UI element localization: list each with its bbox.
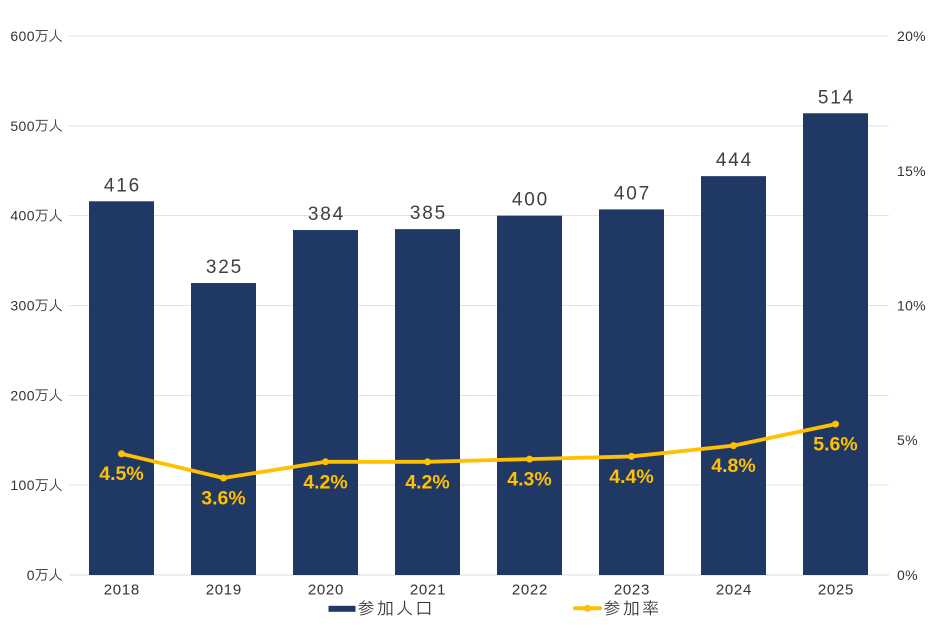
svg-text:4.5%: 4.5% xyxy=(99,463,143,485)
svg-text:600: 600 xyxy=(10,28,35,44)
svg-text:20%: 20% xyxy=(897,28,926,44)
svg-text:400: 400 xyxy=(512,190,549,211)
svg-text:4.2%: 4.2% xyxy=(405,471,449,493)
svg-text:200: 200 xyxy=(10,387,35,403)
svg-text:4.2%: 4.2% xyxy=(303,471,347,493)
svg-text:3.6%: 3.6% xyxy=(201,488,245,510)
svg-text:500: 500 xyxy=(10,118,35,134)
svg-text:2024: 2024 xyxy=(716,582,752,599)
svg-text:325: 325 xyxy=(206,257,243,278)
svg-text:2019: 2019 xyxy=(206,582,242,599)
svg-text:416: 416 xyxy=(104,175,141,196)
svg-text:4.3%: 4.3% xyxy=(507,469,551,491)
svg-text:407: 407 xyxy=(614,183,651,204)
svg-text:2025: 2025 xyxy=(818,582,854,599)
svg-text:384: 384 xyxy=(308,204,345,225)
svg-text:2023: 2023 xyxy=(614,582,650,599)
svg-text:10%: 10% xyxy=(897,298,926,314)
svg-text:385: 385 xyxy=(410,203,447,224)
svg-text:4.8%: 4.8% xyxy=(711,455,755,477)
svg-text:444: 444 xyxy=(716,150,753,171)
svg-text:0%: 0% xyxy=(897,567,918,583)
svg-text:514: 514 xyxy=(818,87,855,108)
svg-text:400: 400 xyxy=(10,208,35,224)
svg-text:15%: 15% xyxy=(897,163,926,179)
svg-text:2020: 2020 xyxy=(308,582,344,599)
svg-text:300: 300 xyxy=(10,298,35,314)
svg-text:2018: 2018 xyxy=(104,582,140,599)
svg-text:100: 100 xyxy=(10,477,35,493)
svg-text:5.6%: 5.6% xyxy=(813,434,857,456)
svg-text:5%: 5% xyxy=(897,432,918,448)
svg-text:2022: 2022 xyxy=(512,582,548,599)
svg-text:2021: 2021 xyxy=(410,582,446,599)
svg-text:4.4%: 4.4% xyxy=(609,466,653,488)
svg-text:0: 0 xyxy=(27,567,35,583)
